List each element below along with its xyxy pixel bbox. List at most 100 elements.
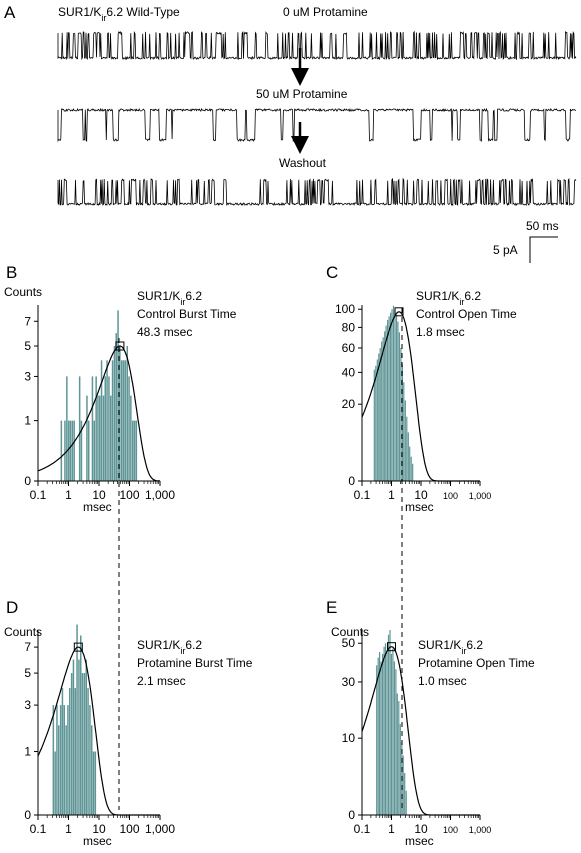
histogram-bar (399, 724, 401, 815)
histogram-bar (412, 463, 414, 481)
histogram-bar (124, 360, 127, 481)
histogram-bar (113, 346, 116, 481)
histogram-bar (110, 395, 112, 481)
histogram-bar (91, 725, 93, 815)
chart-subtitle: Control Open Time (416, 307, 517, 321)
histogram-bar (390, 312, 392, 481)
panel-c-histogram: C 0.1 1 10 100 1,000 msec 0 20 40 60 80 100 SUR1/Kir6… (326, 263, 517, 514)
x-tick-label: 100 (119, 822, 139, 836)
histogram-bar (386, 650, 388, 815)
x-tick-label: 1,000 (145, 822, 175, 836)
histogram-bar (85, 659, 87, 815)
histogram-bar (117, 310, 119, 481)
x-tick-label: 1,000 (145, 488, 175, 502)
histogram-bar (104, 376, 106, 481)
histogram-bar (135, 420, 138, 481)
histogram-bar (407, 432, 409, 481)
y-tick-label: 7 (24, 640, 31, 654)
trace-washout (57, 177, 577, 207)
peak-marker (115, 341, 125, 351)
histogram-bar (398, 332, 400, 481)
histogram-bar (400, 348, 402, 481)
y-tick-label: 5 (24, 339, 31, 353)
panel-a: A SUR1/Kir6.2 Wild-Type 0 uM Protamine 5… (4, 3, 577, 263)
current-trace (57, 177, 577, 207)
histogram-bar (111, 360, 114, 481)
histogram-bar (89, 705, 91, 815)
y-tick-label: 40 (342, 365, 356, 379)
histogram-bar (383, 646, 385, 815)
histogram-bar (380, 661, 382, 815)
histogram-bar (61, 688, 64, 815)
histogram-bar (100, 360, 103, 481)
histogram-bar (395, 669, 397, 815)
histogram-bar (83, 673, 86, 815)
histogram-bar (69, 420, 72, 481)
panel-d-histogram: D Counts 0.1 1 10 100 1,000 msec 0 1 3 5 7 SUR1/Kir6.… (4, 598, 253, 848)
peak-marker (387, 642, 396, 652)
histogram-bar (63, 705, 65, 815)
histogram-bar (379, 348, 381, 481)
histogram-bar (121, 360, 123, 481)
histogram-bar (60, 420, 63, 481)
trace-protamine (57, 107, 577, 143)
y-tick-label: 3 (24, 369, 31, 383)
trace3-label: Washout (279, 156, 327, 170)
panel-a-title: SUR1/Kir6.2 Wild-Type (58, 5, 180, 23)
y-tick-label: 30 (342, 675, 356, 689)
fit-curve (37, 345, 161, 482)
x-axis-label: msec (405, 500, 434, 514)
chart-subtitle: Protamine Open Time (418, 656, 535, 670)
y-tick-label: 1 (24, 414, 31, 428)
histogram-bar (409, 446, 411, 481)
histogram-bar (388, 316, 390, 481)
x-tick-label: 0.1 (30, 822, 47, 836)
y-tick-label: 0 (24, 474, 31, 488)
x-tick-label: 10 (414, 822, 428, 836)
histogram-bar (126, 346, 128, 481)
histogram-bar (132, 420, 134, 481)
histogram-bar (385, 325, 387, 481)
down-arrow-1-icon (291, 48, 309, 86)
histogram-bar (389, 630, 391, 815)
histogram-bar (376, 359, 378, 481)
histogram-bar (58, 725, 60, 815)
histogram-bar (393, 661, 395, 815)
histogram-bar (384, 643, 387, 815)
histogram-bar (69, 688, 71, 815)
histogram-bar (106, 360, 108, 481)
histogram-bar (108, 376, 110, 481)
current-trace (57, 107, 577, 143)
histogram-bar (93, 420, 95, 481)
histogram-bar (102, 395, 105, 481)
histogram-bar (410, 456, 412, 481)
x-tick-label: 1 (65, 488, 72, 502)
histogram-bar (384, 331, 386, 481)
x-tick-label: 10 (92, 488, 106, 502)
y-axis-label: Counts (331, 625, 369, 639)
x-tick-label: 100 (443, 825, 458, 835)
histogram-bar (394, 309, 396, 481)
histogram-bar (78, 376, 81, 481)
histogram-bar (392, 648, 394, 815)
peak-marker (394, 307, 404, 317)
x-tick-label: 0.1 (354, 488, 371, 502)
x-tick-label: 1 (388, 822, 395, 836)
histogram-bar (378, 353, 380, 481)
x-tick-label: 0.1 (30, 488, 47, 502)
x-tick-label: 1,000 (469, 825, 492, 835)
peak-marker (73, 642, 83, 652)
x-axis-label: msec (83, 834, 112, 848)
histogram-bar (64, 420, 66, 481)
histogram-bar (74, 688, 76, 815)
y-tick-label: 50 (342, 636, 356, 650)
histogram-bar (395, 314, 398, 481)
histogram-bar (405, 790, 407, 815)
trace1-label: 0 uM Protamine (283, 5, 368, 19)
y-tick-label: 10 (342, 731, 356, 745)
histogram-bar (67, 420, 70, 481)
y-tick-label: 80 (342, 320, 356, 334)
x-axis-label: msec (405, 834, 434, 848)
histogram-bar (87, 688, 89, 815)
histogram-bar (375, 365, 377, 481)
